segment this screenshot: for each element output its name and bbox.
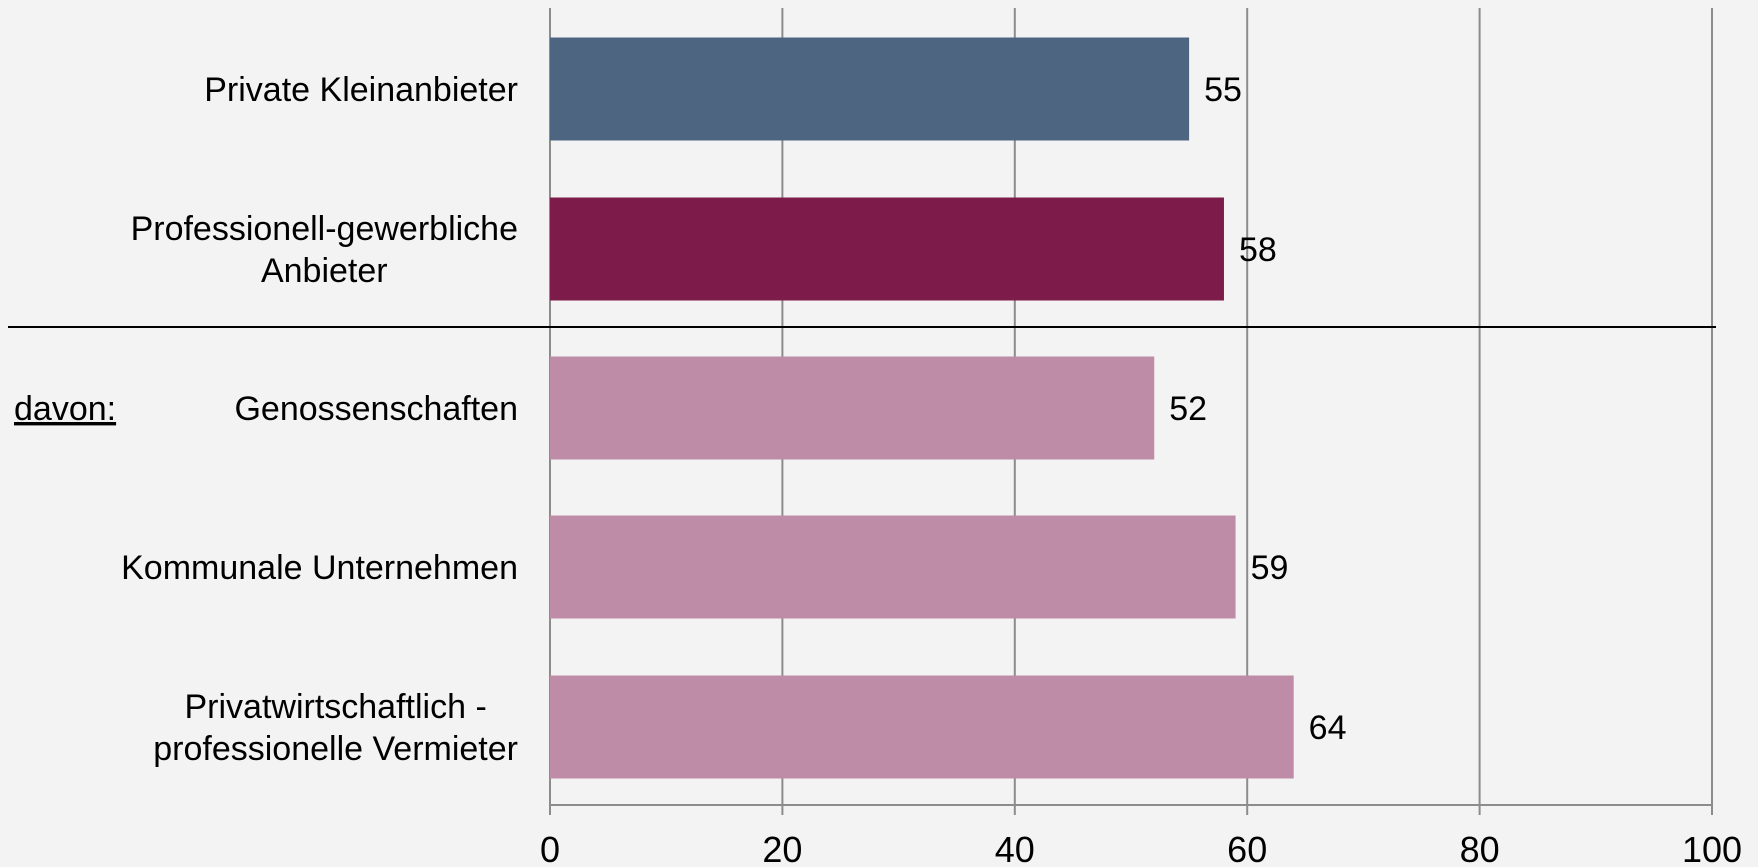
group-prefix-label: davon: — [14, 390, 116, 428]
value-label: 64 — [1309, 709, 1347, 747]
x-axis-ticks: 0 20 40 60 80 100 — [540, 804, 1742, 867]
x-tick-label: 100 — [1682, 829, 1742, 867]
category-label: Private Kleinanbieter — [204, 71, 518, 109]
value-labels: 55 58 52 59 64 — [1169, 71, 1346, 747]
value-label: 55 — [1204, 71, 1242, 109]
x-tick-label: 40 — [995, 829, 1035, 867]
value-label: 58 — [1239, 231, 1277, 269]
x-tick-label: 0 — [540, 829, 560, 867]
bar — [550, 197, 1224, 301]
category-labels: Private Kleinanbieter Professionell-gewer… — [121, 71, 518, 768]
category-label: professionelle Vermieter — [153, 730, 518, 768]
bars — [550, 37, 1294, 779]
x-tick-label: 60 — [1227, 829, 1267, 867]
category-label: Genossenschaften — [234, 390, 518, 428]
x-tick-label: 20 — [762, 829, 802, 867]
x-tick-label: 80 — [1460, 829, 1500, 867]
category-label: Kommunale Unternehmen — [121, 549, 518, 587]
bar — [550, 515, 1236, 619]
bar — [550, 356, 1155, 460]
category-label: Professionell-gewerbliche — [131, 210, 518, 248]
value-label: 52 — [1169, 390, 1207, 428]
category-label: Privatwirtschaftlich - — [184, 688, 486, 726]
bar — [550, 37, 1190, 141]
bar — [550, 675, 1294, 779]
value-label: 59 — [1251, 549, 1289, 587]
category-label: Anbieter — [261, 252, 388, 290]
